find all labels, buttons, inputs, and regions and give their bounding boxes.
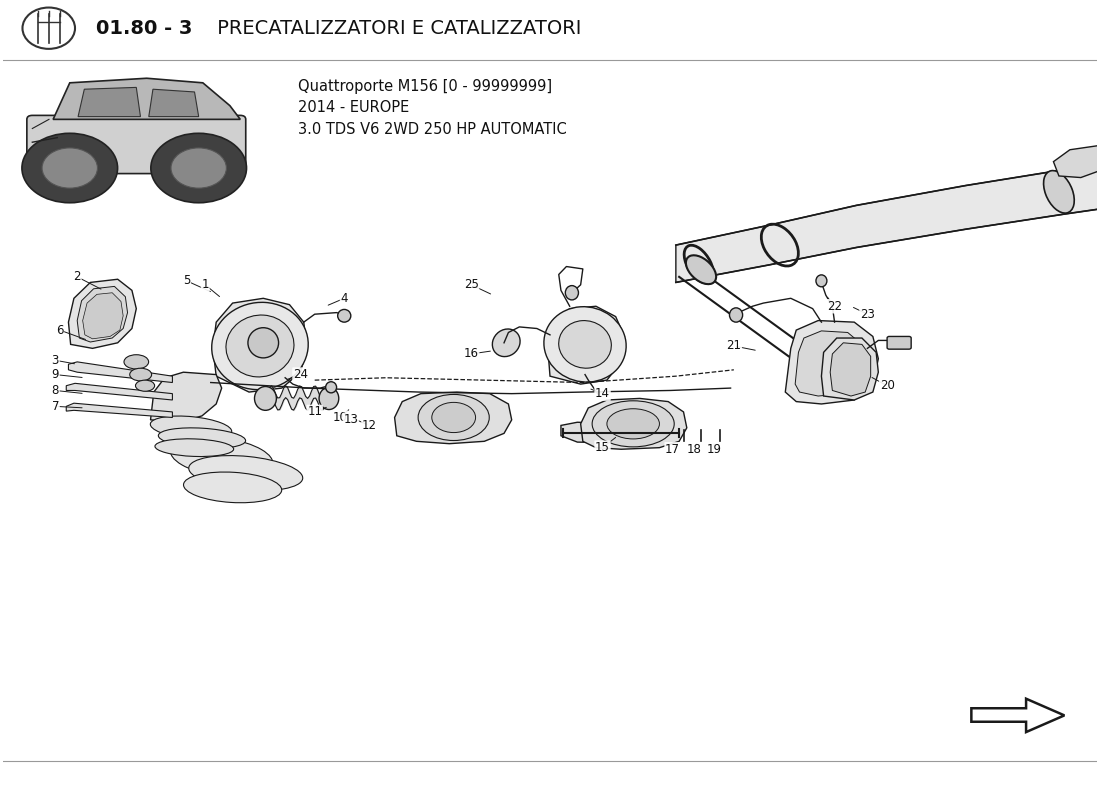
Ellipse shape — [559, 321, 612, 368]
Ellipse shape — [543, 306, 626, 382]
Ellipse shape — [319, 387, 339, 410]
Ellipse shape — [338, 310, 351, 322]
Ellipse shape — [158, 428, 245, 449]
Polygon shape — [548, 306, 625, 384]
Circle shape — [170, 148, 227, 188]
Ellipse shape — [493, 329, 520, 357]
Polygon shape — [53, 78, 240, 119]
Text: 11: 11 — [307, 406, 322, 418]
Polygon shape — [82, 293, 123, 339]
Text: 14: 14 — [595, 387, 610, 400]
Ellipse shape — [686, 255, 716, 284]
Ellipse shape — [155, 439, 233, 457]
Ellipse shape — [151, 416, 232, 439]
Ellipse shape — [226, 315, 294, 377]
Polygon shape — [675, 158, 1100, 282]
Polygon shape — [77, 286, 128, 342]
Text: 4: 4 — [341, 292, 348, 305]
FancyBboxPatch shape — [887, 337, 911, 349]
Polygon shape — [66, 383, 173, 400]
Polygon shape — [68, 362, 173, 382]
Polygon shape — [66, 403, 173, 418]
Ellipse shape — [124, 354, 148, 369]
Ellipse shape — [816, 275, 827, 286]
Ellipse shape — [189, 455, 302, 490]
Ellipse shape — [254, 386, 276, 410]
Polygon shape — [561, 422, 675, 444]
Polygon shape — [830, 342, 871, 396]
Text: 23: 23 — [860, 308, 875, 321]
Text: 22: 22 — [827, 300, 843, 313]
Polygon shape — [785, 321, 878, 404]
Text: 15: 15 — [595, 441, 610, 454]
Text: 16: 16 — [464, 347, 478, 361]
Polygon shape — [822, 338, 878, 400]
Text: 20: 20 — [880, 379, 894, 392]
Text: 7: 7 — [52, 400, 59, 413]
Ellipse shape — [1044, 170, 1075, 213]
Circle shape — [22, 134, 118, 202]
Ellipse shape — [432, 402, 475, 433]
Ellipse shape — [326, 382, 337, 393]
Ellipse shape — [211, 302, 308, 390]
Text: 24: 24 — [293, 368, 308, 381]
Text: 1: 1 — [201, 278, 209, 291]
Text: 19: 19 — [706, 442, 722, 456]
Text: 6: 6 — [56, 323, 64, 337]
Ellipse shape — [729, 308, 743, 322]
Text: 5: 5 — [183, 274, 190, 287]
Polygon shape — [68, 279, 136, 348]
Polygon shape — [795, 331, 866, 396]
Ellipse shape — [135, 380, 155, 391]
Ellipse shape — [170, 437, 273, 478]
Text: 2: 2 — [74, 270, 81, 283]
Ellipse shape — [592, 401, 674, 447]
Ellipse shape — [22, 7, 75, 49]
Text: 25: 25 — [464, 278, 478, 291]
Polygon shape — [395, 392, 512, 444]
Text: 01.80 - 3: 01.80 - 3 — [96, 18, 192, 38]
Text: 13: 13 — [343, 414, 359, 426]
Ellipse shape — [607, 409, 659, 439]
Text: 21: 21 — [726, 339, 741, 353]
Text: PRECATALIZZATORI E CATALIZZATORI: PRECATALIZZATORI E CATALIZZATORI — [211, 18, 581, 38]
Text: 3: 3 — [52, 354, 59, 366]
Text: 12: 12 — [362, 419, 377, 432]
Polygon shape — [151, 372, 222, 422]
Text: 3.0 TDS V6 2WD 250 HP AUTOMATIC: 3.0 TDS V6 2WD 250 HP AUTOMATIC — [298, 122, 566, 137]
Ellipse shape — [565, 286, 579, 300]
Polygon shape — [1054, 146, 1100, 178]
Polygon shape — [148, 90, 199, 117]
Text: 10: 10 — [332, 411, 348, 424]
Ellipse shape — [248, 328, 278, 358]
Text: 9: 9 — [52, 368, 59, 381]
Circle shape — [151, 134, 246, 202]
Polygon shape — [213, 298, 307, 392]
Text: 17: 17 — [666, 442, 680, 456]
FancyBboxPatch shape — [26, 115, 245, 174]
Ellipse shape — [418, 394, 490, 441]
Polygon shape — [971, 698, 1065, 732]
Polygon shape — [581, 398, 686, 450]
Text: 2014 - EUROPE: 2014 - EUROPE — [298, 100, 409, 115]
Ellipse shape — [184, 472, 282, 502]
Ellipse shape — [130, 368, 152, 381]
Circle shape — [42, 148, 98, 188]
Polygon shape — [78, 87, 141, 117]
Text: 8: 8 — [52, 384, 59, 397]
Text: Quattroporte M156 [0 - 99999999]: Quattroporte M156 [0 - 99999999] — [298, 78, 552, 94]
Text: 18: 18 — [688, 442, 702, 456]
